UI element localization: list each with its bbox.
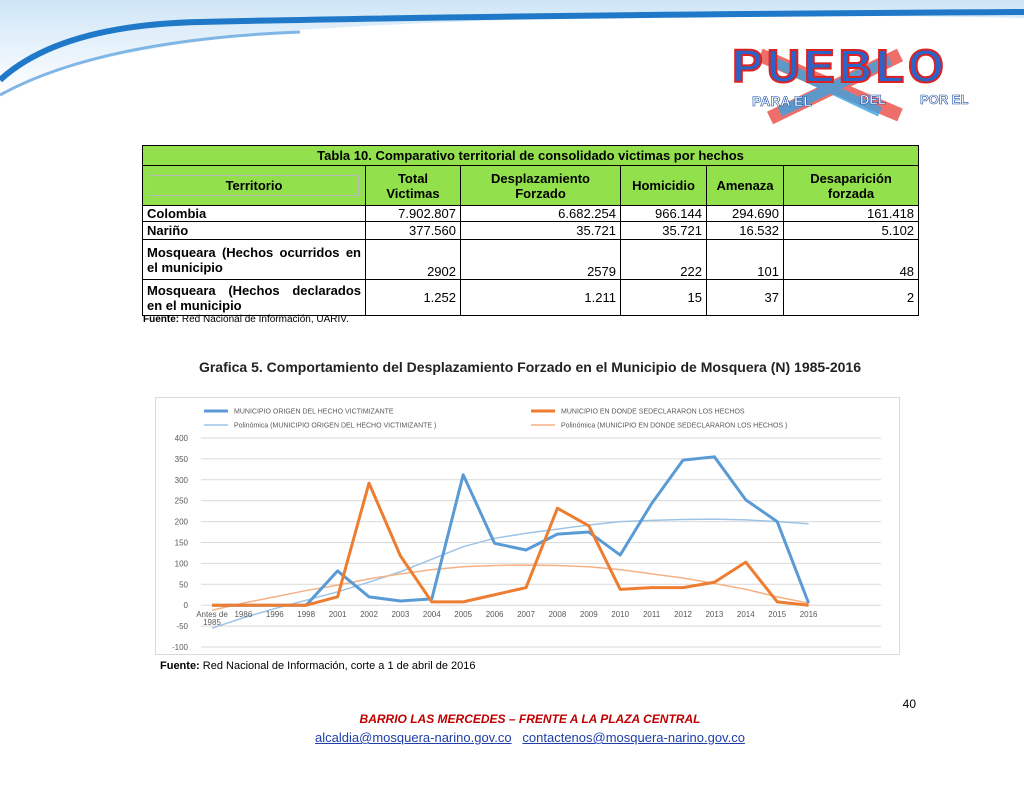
table-cell: 7.902.807 [365, 205, 461, 222]
y-tick-label: 400 [175, 434, 189, 443]
chart-title: Grafica 5. Comportamiento del Desplazami… [198, 359, 862, 375]
x-tick-label: 2008 [548, 610, 567, 620]
y-tick-label: 200 [175, 518, 189, 527]
note-text: Red Nacional de Información, corte a 1 d… [202, 660, 476, 672]
logo-word: PUEBLO [732, 40, 948, 92]
x-tick-label: 2002 [360, 610, 378, 620]
table-cell: 2902 [365, 239, 461, 280]
legend-label: Polinómica (MUNICIPIO EN DONDE SEDECLARA… [561, 423, 787, 430]
chart-svg: -100 -50 0 50 100 150 200 250 300 350 400 MUNICIPIO… [172, 409, 881, 652]
table-cell: 16.532 [706, 221, 784, 240]
table-cell: 101 [706, 239, 784, 280]
table-row: Nariño 377.560 35.721 35.721 16.532 5.102 [142, 221, 920, 240]
table-cell: 5.102 [782, 221, 920, 240]
x-tick-label: 2016 [799, 610, 818, 620]
legend-label: Polinómica (MUNICIPIO ORIGEN DEL HECHO V… [234, 423, 436, 430]
logo-right: POR EL [920, 92, 968, 107]
table-header: Desplazamiento Forzado [491, 170, 590, 201]
table-cell: Nariño [142, 221, 366, 240]
table-cell: 48 [782, 239, 920, 280]
chart-note: Fuente: Red Nacional de Información, cor… [160, 660, 476, 672]
table-row: Colombia 7.902.807 6.682.254 966.144 294.690… [142, 205, 920, 222]
table-cell: Colombia [142, 205, 366, 222]
y-tick-label: 150 [175, 539, 189, 548]
table-cell: Mosqueara (Hechos ocurridos en el munici… [142, 239, 366, 280]
x-tick-label: 2014 [736, 610, 755, 620]
x-tick-label: 2006 [485, 610, 504, 620]
page-number: 40 [902, 697, 916, 711]
table-cell: 377.560 [365, 221, 461, 240]
y-tick-label: 50 [179, 580, 188, 589]
table-cell: 966.144 [620, 205, 707, 222]
x-tick-label: 1998 [297, 610, 316, 620]
x-tick-label: 2012 [674, 610, 692, 620]
table-cell: 294.690 [706, 205, 784, 222]
y-tick-label: 300 [175, 476, 189, 485]
table-header: Desaparición forzada [810, 170, 892, 201]
legend-label: MUNICIPIO ORIGEN DEL HECHO VICTIMIZANTE [234, 409, 394, 416]
series-line [212, 455, 810, 607]
table-cell: 2 [782, 279, 920, 316]
x-tick-label: 2010 [611, 610, 630, 620]
footer-emails: alcaldia@mosquera-narino.gov.co contacte… [250, 730, 810, 745]
x-tick-label: 2013 [705, 610, 724, 620]
table-cell: 2579 [460, 239, 621, 280]
table-cell: 1.252 [365, 279, 461, 316]
y-tick-label: 100 [175, 559, 189, 568]
x-tick-label: 2015 [768, 610, 787, 620]
header-banner: PUEBLO PARA EL DEL POR EL [0, 0, 1024, 125]
x-tick-label: 2003 [391, 610, 410, 620]
x-tick-label: 1986 [234, 610, 253, 620]
y-tick-label: -100 [172, 643, 189, 652]
note-text: Red Nacional de Información, UARIV. [181, 314, 349, 325]
table-header: Total Victimas [386, 170, 440, 201]
x-tick-label: Antes de 1985 [196, 610, 228, 628]
table-row: Mosqueara (Hechos ocurridos en el munici… [142, 239, 920, 280]
table-cell: Mosqueara (Hechos declarados en el munic… [142, 279, 366, 316]
table-cell: 6.682.254 [460, 205, 621, 222]
chart: -100 -50 0 50 100 150 200 250 300 350 400 MUNICIPIO… [155, 397, 900, 655]
y-tick-label: 0 [184, 601, 189, 610]
x-tick-label: 2004 [422, 610, 441, 620]
x-tick-label: 2005 [454, 610, 473, 620]
y-tick-label: -50 [176, 622, 188, 631]
logo-left: PARA EL [752, 93, 812, 109]
email[interactable]: alcaldia@mosquera-narino.gov.co [315, 730, 512, 745]
x-tick-label: 2009 [579, 610, 598, 620]
table-cell: 37 [706, 279, 784, 316]
x-tick-label: 2001 [328, 610, 347, 620]
x-tick-label: 2011 [642, 610, 661, 620]
table-cell: 35.721 [620, 221, 707, 240]
table-cell: 35.721 [460, 221, 621, 240]
series-line [211, 564, 809, 611]
table-note: Fuente: Red Nacional de Información, UAR… [143, 314, 349, 325]
table-header: Territorio [149, 175, 359, 196]
x-tick-label: 1996 [265, 610, 284, 620]
table-header: Amenaza [706, 165, 784, 206]
legend-label: MUNICIPIO EN DONDE SEDECLARARON LOS HECH… [561, 409, 745, 416]
x-tick-label: 2007 [517, 610, 535, 620]
table-header: Homicidio [620, 165, 707, 206]
series-line [212, 481, 809, 607]
logo-middle: DEL [860, 92, 886, 107]
table-cell: 222 [620, 239, 707, 280]
table-cell: 1.211 [460, 279, 621, 316]
table-cell: 15 [620, 279, 707, 316]
table-row: Mosqueara (Hechos declarados en el munic… [142, 279, 920, 316]
table-cell: 161.418 [782, 205, 920, 222]
y-tick-label: 350 [175, 455, 189, 464]
note-label: Fuente: [160, 660, 200, 672]
email[interactable]: contactenos@mosquera-narino.gov.co [522, 730, 745, 745]
table-title: Tabla 10. Comparativo territorial de con… [141, 145, 920, 166]
note-label: Fuente: [143, 314, 180, 325]
y-tick-label: 250 [175, 497, 189, 506]
footer-address: BARRIO LAS MERCEDES – FRENTE A LA PLAZA … [359, 712, 701, 726]
victims-table: Tabla 10. Comparativo territorial de con… [141, 145, 920, 316]
